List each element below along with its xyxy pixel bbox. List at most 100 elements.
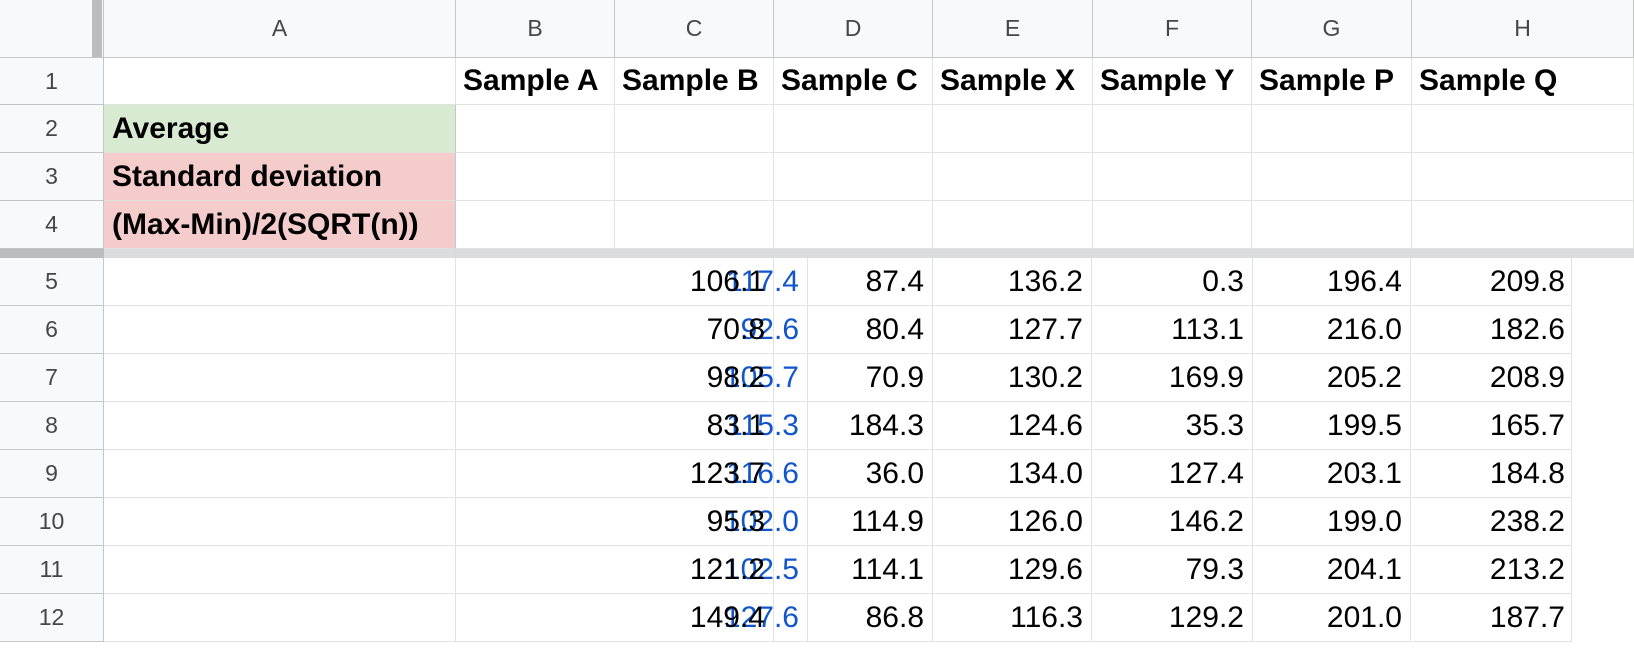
data-cell[interactable]: 216.0 (1252, 306, 1411, 354)
empty-cell[interactable] (1252, 105, 1412, 153)
empty-cell[interactable] (1093, 105, 1252, 153)
empty-cell[interactable] (1093, 153, 1252, 201)
empty-cell[interactable] (933, 201, 1093, 249)
empty-cell[interactable] (104, 354, 456, 402)
column-header-g[interactable]: G (1252, 0, 1412, 58)
data-cell[interactable]: 204.1 (1252, 546, 1411, 594)
empty-cell[interactable] (104, 450, 456, 498)
column-label-cell[interactable]: Sample A (456, 58, 615, 105)
data-cell[interactable]: 199.0 (1252, 498, 1411, 546)
empty-cell[interactable] (1252, 201, 1412, 249)
freeze-handle-horizontal[interactable] (0, 249, 104, 258)
data-cell[interactable]: 70.9 (774, 354, 933, 402)
data-cell[interactable]: 70.8 (615, 306, 774, 354)
data-cell[interactable]: 95.3 (615, 498, 774, 546)
data-cell[interactable]: 199.5 (1252, 402, 1411, 450)
row-header-12[interactable]: 12 (0, 594, 104, 642)
column-header-d[interactable]: D (774, 0, 933, 58)
data-cell[interactable]: 114.9 (774, 498, 933, 546)
data-cell[interactable]: 165.7 (1412, 402, 1572, 450)
data-cell[interactable]: 169.9 (1093, 354, 1253, 402)
data-cell[interactable]: 102.5 (456, 546, 808, 594)
data-cell[interactable]: 0.3 (1093, 258, 1253, 306)
cell-a1[interactable] (104, 58, 456, 105)
empty-cell[interactable] (1093, 201, 1252, 249)
stat-label-cell[interactable]: Standard deviation (104, 153, 456, 201)
data-cell[interactable]: 86.8 (774, 594, 933, 642)
row-header-7[interactable]: 7 (0, 354, 104, 402)
data-cell[interactable]: 114.1 (774, 546, 933, 594)
row-header-10[interactable]: 10 (0, 498, 104, 546)
data-cell[interactable]: 184.3 (774, 402, 933, 450)
frozen-rows-divider[interactable] (0, 249, 1634, 258)
data-cell[interactable]: 136.2 (933, 258, 1092, 306)
column-label-cell[interactable]: Sample Q (1412, 58, 1634, 105)
data-cell[interactable]: 98.2 (615, 354, 774, 402)
data-cell[interactable]: 123.7 (615, 450, 774, 498)
data-cell[interactable]: 196.4 (1252, 258, 1411, 306)
empty-cell[interactable] (933, 105, 1093, 153)
column-label-cell[interactable]: Sample X (933, 58, 1093, 105)
column-label-cell[interactable]: Sample B (615, 58, 774, 105)
empty-cell[interactable] (456, 153, 615, 201)
data-cell[interactable]: 209.8 (1412, 258, 1572, 306)
data-cell[interactable]: 134.0 (933, 450, 1092, 498)
row-header-2[interactable]: 2 (0, 105, 104, 153)
column-header-f[interactable]: F (1093, 0, 1252, 58)
data-cell[interactable]: 129.2 (1093, 594, 1253, 642)
empty-cell[interactable] (456, 201, 615, 249)
freeze-handle-vertical[interactable] (92, 0, 102, 57)
empty-cell[interactable] (456, 105, 615, 153)
data-cell[interactable]: 127.4 (1093, 450, 1253, 498)
empty-cell[interactable] (104, 498, 456, 546)
data-cell[interactable]: 201.0 (1252, 594, 1411, 642)
column-header-b[interactable]: B (456, 0, 615, 58)
data-cell[interactable]: 129.6 (933, 546, 1092, 594)
data-cell[interactable]: 124.6 (933, 402, 1092, 450)
data-cell[interactable]: 80.4 (774, 306, 933, 354)
empty-cell[interactable] (104, 546, 456, 594)
data-cell[interactable]: 208.9 (1412, 354, 1572, 402)
empty-cell[interactable] (1412, 201, 1634, 249)
row-header-9[interactable]: 9 (0, 450, 104, 498)
row-header-1[interactable]: 1 (0, 58, 104, 105)
data-cell[interactable]: 146.2 (1093, 498, 1253, 546)
row-header-11[interactable]: 11 (0, 546, 104, 594)
empty-cell[interactable] (1252, 153, 1412, 201)
row-header-3[interactable]: 3 (0, 153, 104, 201)
data-cell[interactable]: 182.6 (1412, 306, 1572, 354)
empty-cell[interactable] (104, 594, 456, 642)
data-cell[interactable]: 126.0 (933, 498, 1092, 546)
data-cell[interactable]: 87.4 (774, 258, 933, 306)
column-label-cell[interactable]: Sample C (774, 58, 933, 105)
row-header-8[interactable]: 8 (0, 402, 104, 450)
data-cell[interactable]: 83.1 (615, 402, 774, 450)
data-cell[interactable]: 184.8 (1412, 450, 1572, 498)
empty-cell[interactable] (774, 201, 933, 249)
empty-cell[interactable] (615, 105, 774, 153)
data-cell[interactable]: 213.2 (1412, 546, 1572, 594)
data-cell[interactable]: 238.2 (1412, 498, 1572, 546)
column-header-h[interactable]: H (1412, 0, 1634, 58)
empty-cell[interactable] (774, 153, 933, 201)
data-cell[interactable]: 116.3 (933, 594, 1092, 642)
data-cell[interactable]: 79.3 (1093, 546, 1253, 594)
data-cell[interactable]: 35.3 (1093, 402, 1253, 450)
data-cell[interactable]: 205.2 (1252, 354, 1411, 402)
data-cell[interactable]: 130.2 (933, 354, 1092, 402)
data-cell[interactable]: 149.4 (615, 594, 774, 642)
empty-cell[interactable] (1412, 153, 1634, 201)
select-all-corner[interactable] (0, 0, 104, 58)
stat-label-cell[interactable]: (Max-Min)/2(SQRT(n)) (104, 201, 456, 249)
row-header-6[interactable]: 6 (0, 306, 104, 354)
data-cell[interactable]: 187.7 (1412, 594, 1572, 642)
data-cell[interactable]: 113.1 (1093, 306, 1253, 354)
empty-cell[interactable] (104, 306, 456, 354)
column-label-cell[interactable]: Sample P (1252, 58, 1412, 105)
empty-cell[interactable] (104, 402, 456, 450)
empty-cell[interactable] (104, 258, 456, 306)
empty-cell[interactable] (774, 105, 933, 153)
column-label-cell[interactable]: Sample Y (1093, 58, 1252, 105)
column-header-a[interactable]: A (104, 0, 456, 58)
